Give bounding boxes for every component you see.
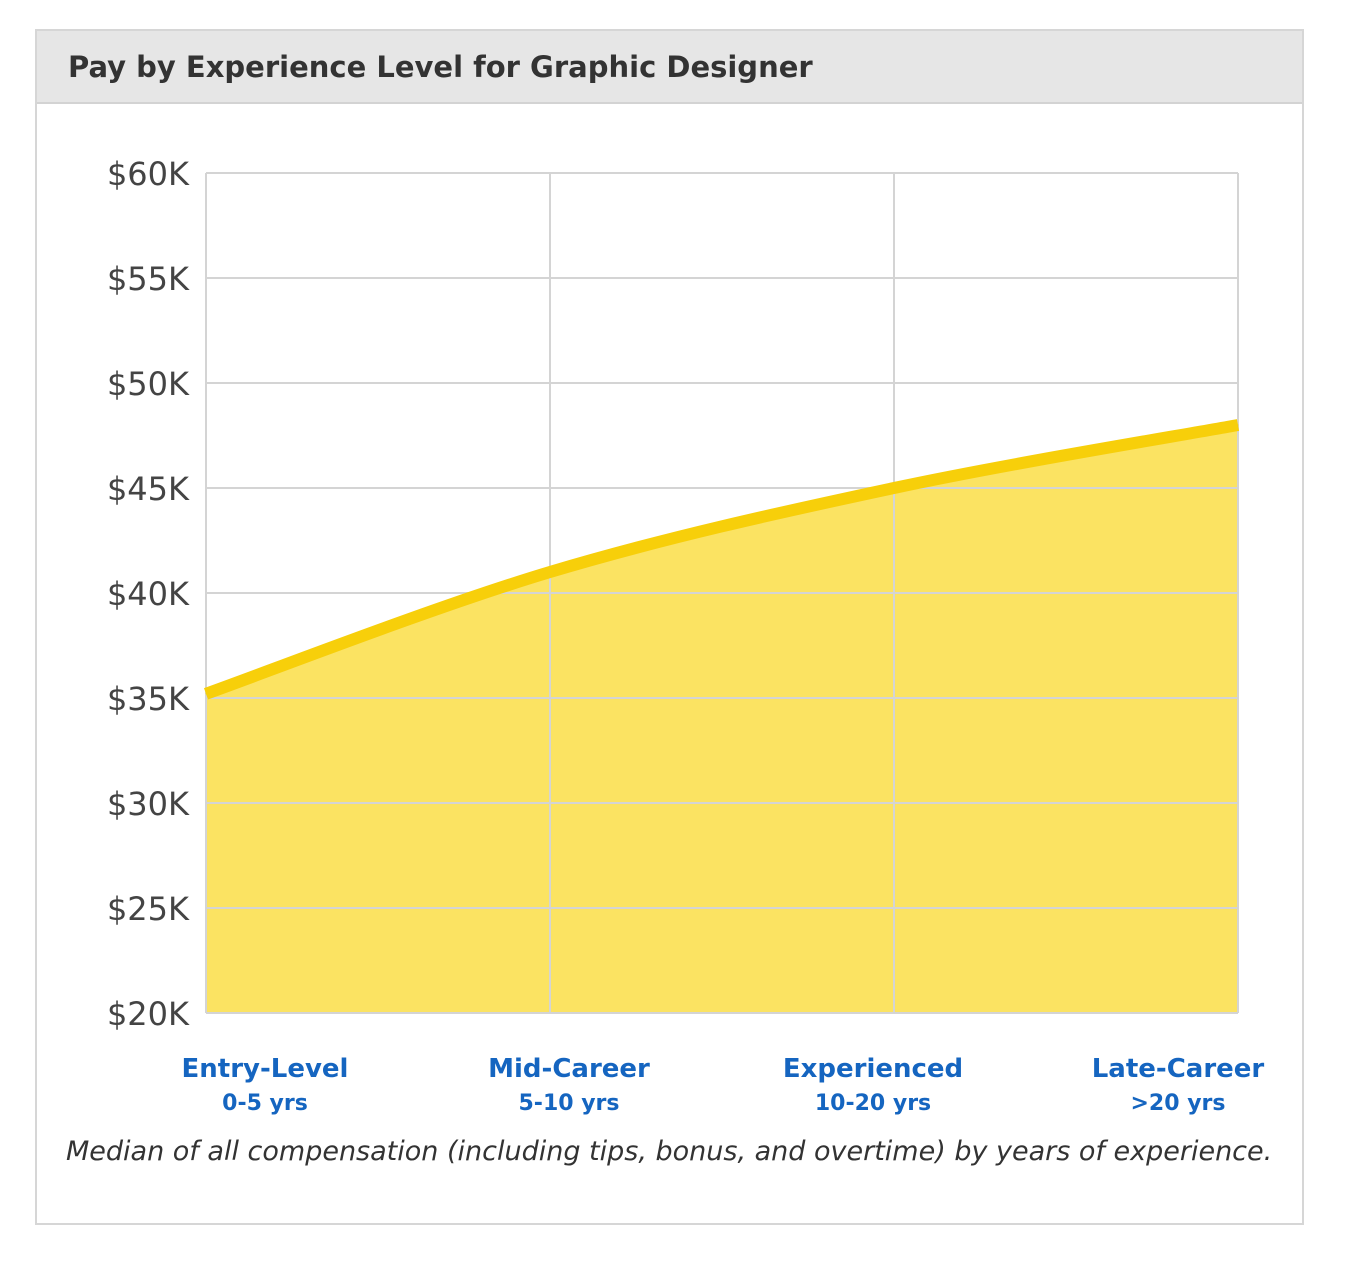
card-header: Pay by Experience Level for Graphic Desi… bbox=[37, 31, 1302, 104]
chart-caption: Median of all compensation (including ti… bbox=[66, 1136, 1273, 1167]
chart-title: Pay by Experience Level for Graphic Desi… bbox=[68, 50, 813, 84]
y-tick-label-6: $50K bbox=[107, 365, 190, 403]
x-category-label-3: Late-Career bbox=[1092, 1054, 1265, 1084]
x-category-sublabel-3: >20 yrs bbox=[1131, 1091, 1226, 1116]
x-category-sublabel-0: 0-5 yrs bbox=[222, 1091, 308, 1116]
data-point-0 bbox=[205, 693, 207, 695]
data-point-2 bbox=[893, 487, 895, 489]
y-tick-label-7: $55K bbox=[107, 260, 190, 298]
y-tick-label-2: $30K bbox=[107, 785, 190, 823]
series-area bbox=[206, 425, 1238, 1013]
data-point-3 bbox=[1237, 424, 1239, 426]
data-point-1 bbox=[549, 571, 551, 573]
y-tick-label-8: $60K bbox=[107, 155, 190, 193]
series-line bbox=[203, 419, 1240, 700]
y-tick-label-4: $40K bbox=[107, 575, 190, 613]
y-tick-label-3: $35K bbox=[107, 680, 190, 718]
x-category-label-1: Mid-Career bbox=[488, 1054, 650, 1084]
x-category-sublabel-2: 10-20 yrs bbox=[815, 1091, 931, 1116]
y-tick-label-0: $20K bbox=[107, 995, 190, 1033]
x-category-label-2: Experienced bbox=[783, 1054, 963, 1084]
x-category-label-0: Entry-Level bbox=[182, 1054, 349, 1084]
x-category-sublabel-1: 5-10 yrs bbox=[519, 1091, 620, 1116]
y-tick-label-5: $45K bbox=[107, 470, 190, 508]
y-tick-label-1: $25K bbox=[107, 890, 190, 928]
